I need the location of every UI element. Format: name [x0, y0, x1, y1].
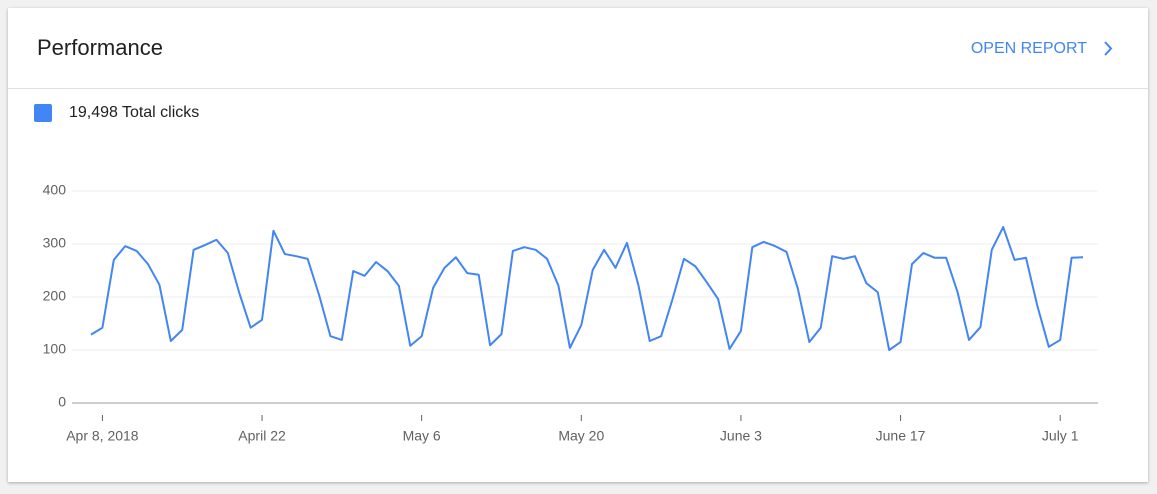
x-tick-label: June 17 — [876, 428, 926, 444]
x-tick-label: May 6 — [403, 428, 441, 444]
x-tick-label: June 3 — [720, 428, 762, 444]
open-report-link[interactable]: OPEN REPORT — [971, 40, 1113, 57]
y-tick-label: 100 — [43, 341, 67, 357]
clicks-line — [90, 226, 1084, 351]
y-tick-label: 300 — [43, 235, 67, 251]
x-tick-label: July 1 — [1042, 428, 1079, 444]
x-tick-label: Apr 8, 2018 — [66, 428, 139, 444]
y-tick-label: 400 — [43, 182, 67, 198]
legend-name: Total clicks — [122, 104, 199, 121]
card-title: Performance — [37, 35, 163, 60]
x-tick-label: April 22 — [238, 428, 286, 444]
y-tick-label: 200 — [43, 288, 67, 304]
x-tick-label: May 20 — [558, 428, 604, 444]
link-text[interactable]: OPEN REPORT — [971, 40, 1087, 57]
chevron-icon[interactable] — [1104, 41, 1113, 56]
legend-swatch[interactable] — [34, 104, 52, 122]
y-tick-label: 0 — [58, 394, 66, 410]
legend-label[interactable]: 19,498 Total clicks — [69, 104, 199, 121]
legend-total: 19,498 — [69, 104, 118, 121]
